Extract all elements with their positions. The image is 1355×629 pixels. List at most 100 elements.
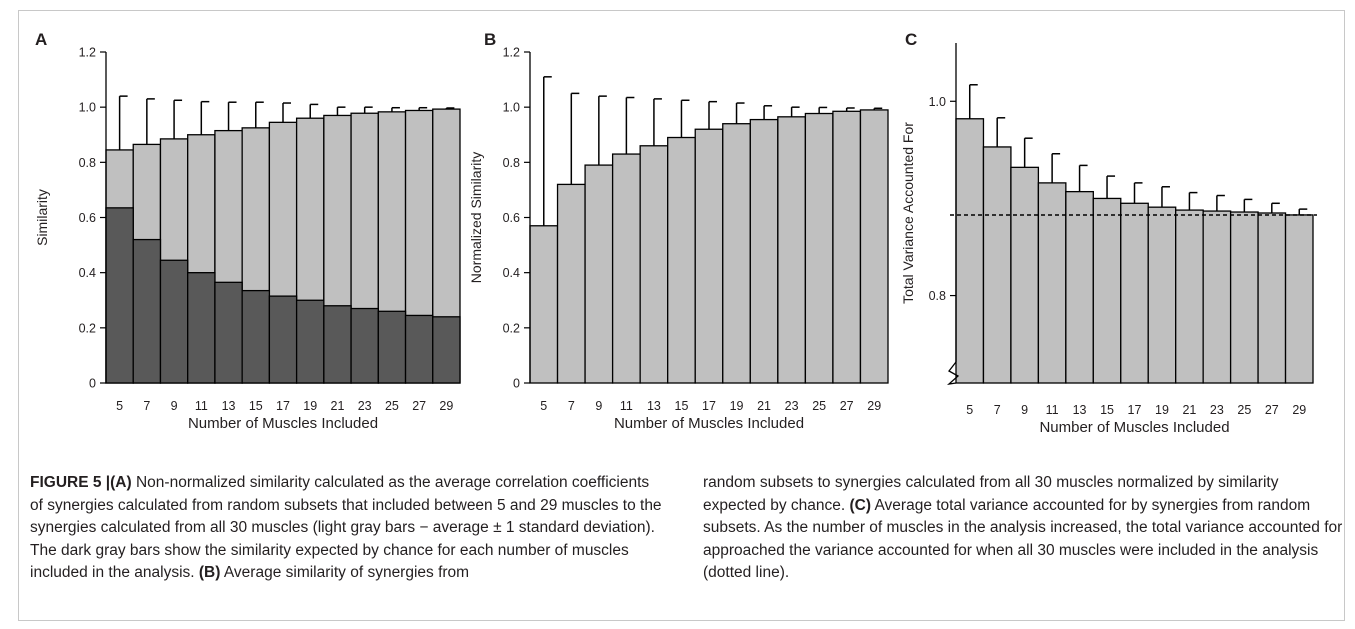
x-tick-label: 7 (994, 403, 1001, 417)
average-bar (667, 136, 696, 384)
x-tick-label: 13 (647, 399, 661, 413)
average-bar (1284, 214, 1314, 384)
y-tick-label: 0.2 (503, 321, 520, 335)
average-bar (749, 118, 779, 384)
y-tick-label: 0 (513, 377, 520, 391)
x-tick-label: 17 (1128, 403, 1142, 417)
average-bar (556, 183, 586, 384)
x-tick-label: 19 (1155, 403, 1169, 417)
y-tick-label: 0 (89, 377, 96, 391)
x-axis-label: Number of Muscles Included (1039, 419, 1229, 436)
y-tick-label: 0.8 (79, 156, 96, 170)
x-tick-label: 7 (143, 399, 150, 413)
average-bar (584, 164, 614, 384)
x-tick-label: 25 (1237, 403, 1251, 417)
caption-panel-label: (C) (849, 496, 872, 514)
chance-bar (432, 316, 461, 384)
average-bar (1202, 210, 1232, 384)
average-bar (1229, 211, 1259, 384)
chance-bar (295, 299, 325, 384)
chance-bar (159, 259, 189, 384)
average-bar (1010, 166, 1040, 384)
y-tick-label: 0.8 (503, 156, 520, 170)
axis-break-mark (946, 361, 960, 385)
chance-bar (268, 295, 298, 384)
x-tick-label: 23 (358, 399, 372, 413)
chance-bar (214, 281, 243, 384)
chance-bar (350, 307, 379, 384)
average-bar (611, 153, 641, 384)
panel-letter: A (35, 30, 47, 49)
caption-panel-label: (A) (110, 474, 132, 491)
panel-b: B 0 0.2 0.4 0.6 0.8 1.0 1.2 5 7 9 11 13 15 17 19 21 23 25 2… (468, 30, 889, 432)
figure-charts: A 0 0.2 0.4 0.6 0.8 1.0 1.2 5 7 9 11 13 15 17 19 21 23 25 2… (34, 30, 1317, 436)
x-tick-label: 23 (1210, 403, 1224, 417)
average-bar (1065, 190, 1094, 384)
panel-c: C 0.8 1.0 5 7 9 11 13 15 17 19 21 23 25 27 29 Number of … (900, 30, 1317, 436)
panel-a: A 0 0.2 0.4 0.6 0.8 1.0 1.2 5 7 9 11 13 15 17 19 21 23 25 2… (34, 30, 461, 432)
x-tick-label: 25 (812, 399, 826, 413)
x-tick-label: 19 (303, 399, 317, 413)
x-tick-label: 5 (540, 399, 547, 413)
y-tick-label: 1.0 (79, 101, 96, 115)
caption-left-column: FIGURE 5 |(A) Non-normalized similarity … (30, 472, 662, 585)
average-bar (982, 146, 1012, 384)
x-tick-label: 19 (730, 399, 744, 413)
chance-bar (132, 238, 162, 384)
x-tick-label: 5 (116, 399, 123, 413)
caption-text: Non-normalized similarity calculated as … (30, 474, 662, 582)
x-tick-label: 7 (568, 399, 575, 413)
y-tick-label: 0.6 (503, 211, 520, 225)
y-tick-label: 1.2 (79, 46, 96, 60)
x-tick-label: 27 (840, 399, 854, 413)
x-tick-label: 15 (1100, 403, 1114, 417)
chance-bar (187, 272, 216, 384)
x-tick-label: 25 (385, 399, 399, 413)
chance-bar (404, 314, 434, 384)
y-tick-label: 0.8 (929, 289, 946, 303)
average-bar (804, 112, 834, 384)
y-tick-label: 1.2 (503, 46, 520, 60)
average-bar (1092, 197, 1122, 384)
caption-text: random subsets to synergies calculated f… (703, 474, 1279, 514)
x-tick-label: 15 (249, 399, 263, 413)
panel-letter: B (484, 30, 496, 49)
chance-bar (323, 305, 352, 384)
x-tick-label: 29 (867, 399, 881, 413)
x-tick-label: 5 (966, 403, 973, 417)
average-bar (722, 123, 751, 384)
panel-letter: C (905, 30, 917, 49)
x-tick-label: 13 (222, 399, 236, 413)
caption-text: Average total variance accounted for by … (703, 496, 1343, 582)
average-bar (859, 109, 889, 384)
average-bar (1147, 206, 1177, 384)
average-bar (1257, 212, 1287, 384)
x-tick-label: 9 (171, 399, 178, 413)
x-tick-label: 29 (1292, 403, 1306, 417)
average-bar (1120, 202, 1149, 384)
x-tick-label: 27 (412, 399, 426, 413)
y-axis-label: Similarity (34, 189, 50, 246)
average-bar (1175, 209, 1204, 384)
x-tick-label: 11 (620, 399, 633, 413)
caption-panel-label: (B) (198, 564, 221, 582)
y-tick-label: 0.6 (79, 211, 96, 225)
x-tick-label: 21 (757, 399, 771, 413)
average-bar (832, 110, 862, 384)
x-tick-label: 17 (276, 399, 290, 413)
y-tick-label: 0.4 (79, 266, 96, 280)
y-tick-label: 0.2 (79, 321, 96, 335)
x-axis-label: Number of Muscles Included (614, 415, 804, 432)
y-axis-label: Total Variance Accounted For (900, 122, 916, 304)
x-tick-label: 11 (1046, 403, 1059, 417)
x-tick-label: 27 (1265, 403, 1279, 417)
x-tick-label: 21 (331, 399, 345, 413)
x-tick-label: 21 (1182, 403, 1196, 417)
x-tick-label: 11 (195, 399, 208, 413)
x-tick-label: 29 (439, 399, 453, 413)
x-tick-label: 13 (1073, 403, 1087, 417)
chance-bar (105, 207, 134, 384)
y-tick-label: 0.4 (503, 266, 520, 280)
y-tick-label: 1.0 (929, 95, 946, 109)
average-bar (694, 128, 724, 384)
